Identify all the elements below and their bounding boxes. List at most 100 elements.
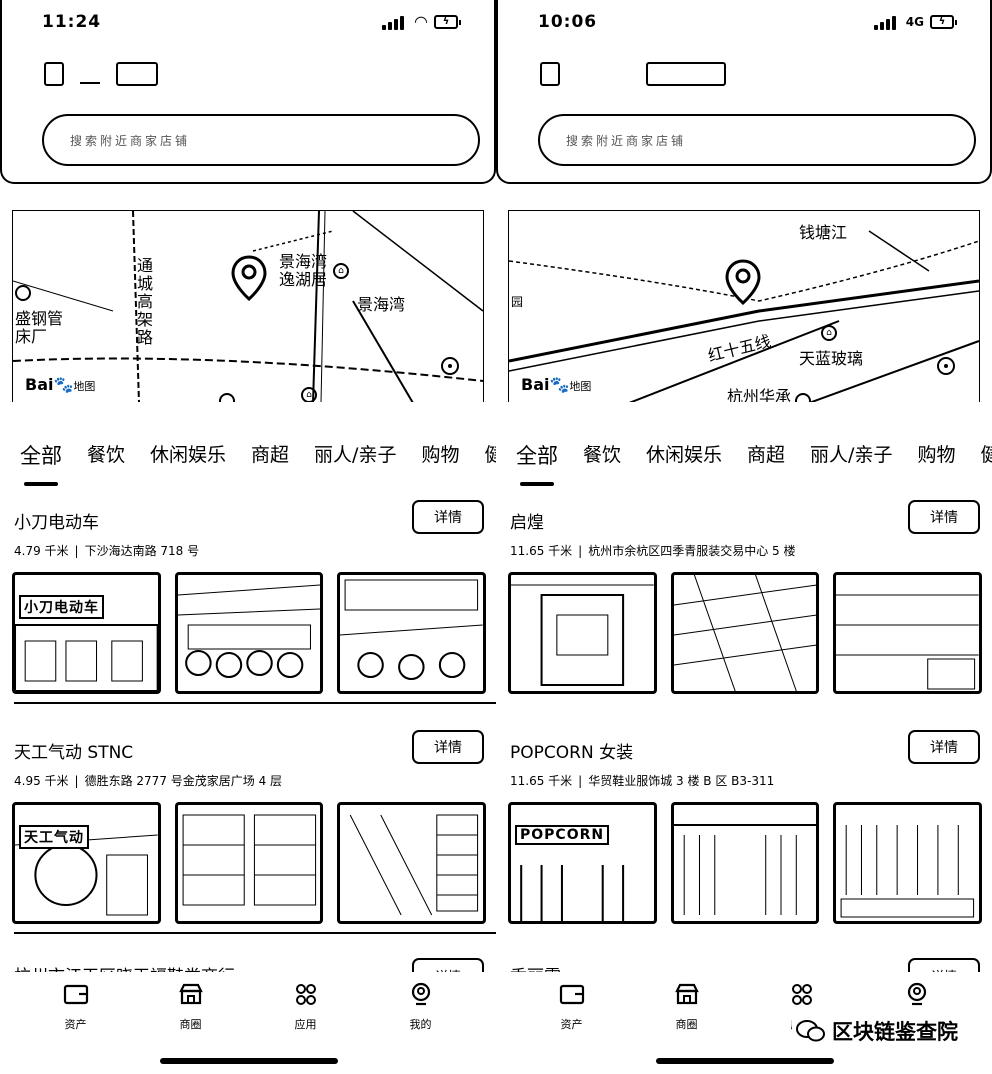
shop-photo[interactable] <box>337 572 487 694</box>
home-indicator[interactable] <box>656 1058 834 1064</box>
divider <box>14 932 496 934</box>
detail-button[interactable]: 详情 <box>908 730 980 764</box>
nav-business[interactable]: 商圈 <box>647 982 727 1032</box>
shop-photo[interactable] <box>508 572 657 694</box>
tab-beauty-family[interactable]: 丽人/亲子 <box>810 444 893 466</box>
shop-meta: 11.65 千米 | 杭州市余杭区四季青服装交易中心 5 楼 <box>510 544 796 558</box>
detail-button[interactable]: 详情 <box>908 500 980 534</box>
shop-card[interactable]: 启煌 详情 11.65 千米 | 杭州市余杭区四季青服装交易中心 5 楼 <box>496 500 992 710</box>
search-input[interactable]: 搜索附近商家店铺 <box>42 114 480 166</box>
storefront-sign: POPCORN <box>515 825 610 845</box>
shop-photo[interactable] <box>174 802 324 924</box>
shop-address: 华贸鞋业服饰城 3 楼 B 区 B3-311 <box>588 774 775 788</box>
profile-icon <box>907 982 926 1006</box>
battery-charging-icon: ϟ <box>434 15 461 29</box>
profile-icon <box>411 982 430 1006</box>
tab-all[interactable]: 全部 <box>516 440 558 486</box>
map-view[interactable]: 通城高架路 景海湾逸湖居 景海湾 盛钢管 床厂 ⌂ ⌂ Bai🐾地图 <box>12 210 484 402</box>
tab-supermarket[interactable]: 商超 <box>251 444 290 466</box>
nav-apps[interactable]: 应用 <box>266 982 346 1032</box>
location-pin-icon[interactable] <box>725 259 761 305</box>
phone-screen-right: 10:06 4G ϟ 搜索附近商家店铺 钱塘江 红十五线 天蓝玻璃 杭州华承 <box>496 0 992 1074</box>
baidu-map-logo: Bai🐾地图 <box>521 375 592 394</box>
shop-photo[interactable] <box>833 572 983 694</box>
poi-icon[interactable]: ⌂ <box>821 325 837 341</box>
search-input[interactable]: 搜索附近商家店铺 <box>538 114 976 166</box>
shop-card[interactable]: POPCORN 女装 详情 11.65 千米 | 华贸鞋业服饰城 3 楼 B 区 B… <box>496 730 992 940</box>
poi-icon[interactable]: ⌂ <box>301 387 317 402</box>
shop-photo[interactable]: 小刀电动车 <box>12 572 161 694</box>
shop-photos: POPCORN <box>508 802 983 924</box>
poi-icon[interactable] <box>795 393 811 402</box>
tab-all[interactable]: 全部 <box>20 440 62 486</box>
shop-photo[interactable]: POPCORN <box>508 802 657 924</box>
category-tabs: 全部 餐饮 休闲娱乐 商超 丽人/亲子 购物 健 <box>20 440 496 486</box>
map-label: 通城高架路 <box>134 257 153 347</box>
shop-distance: 4.79 千米 <box>14 544 69 558</box>
detail-button[interactable]: 详情 <box>412 500 484 534</box>
nav-business[interactable]: 商圈 <box>151 982 231 1032</box>
shop-address: 下沙海达南路 718 号 <box>84 544 200 558</box>
store-icon <box>178 983 203 1005</box>
poi-icon[interactable]: ⌂ <box>333 263 349 279</box>
tab-entertainment[interactable]: 休闲娱乐 <box>646 444 723 466</box>
map-label: 盛钢管 <box>15 309 64 328</box>
map-view[interactable]: 钱塘江 红十五线 天蓝玻璃 杭州华承 园 ⌂ Bai🐾地图 <box>508 210 980 402</box>
shop-distance: 11.65 千米 <box>510 774 573 788</box>
nav-assets[interactable]: 资产 <box>36 982 116 1032</box>
map-label: 床厂 <box>15 327 48 346</box>
shop-photos <box>508 572 983 694</box>
shop-photo[interactable]: 天工气动 <box>12 802 161 924</box>
nav-assets[interactable]: 资产 <box>532 982 612 1032</box>
search-placeholder: 搜索附近商家店铺 <box>70 134 191 148</box>
category-tabs: 全部 餐饮 休闲娱乐 商超 丽人/亲子 购物 健 <box>516 440 992 486</box>
wallet-icon <box>63 984 88 1005</box>
tab-shopping[interactable]: 购物 <box>421 444 460 466</box>
map-label: 杭州华承 <box>727 387 792 402</box>
tab-dining[interactable]: 餐饮 <box>583 444 622 466</box>
tab-health[interactable]: 健 <box>484 444 496 466</box>
shop-photo[interactable] <box>337 802 487 924</box>
map-label: 景海湾逸湖居 <box>279 252 328 289</box>
shop-name: 启煌 <box>510 513 544 533</box>
tab-health[interactable]: 健 <box>980 444 992 466</box>
shop-address: 杭州市余杭区四季青服装交易中心 5 楼 <box>588 544 796 558</box>
shop-photo[interactable] <box>833 802 983 924</box>
detail-button[interactable]: 详情 <box>412 730 484 764</box>
shop-meta: 4.79 千米 | 下沙海达南路 718 号 <box>14 544 200 558</box>
battery-charging-icon: ϟ <box>930 15 957 29</box>
storefront-sign: 天工气动 <box>19 825 89 849</box>
tab-beauty-family[interactable]: 丽人/亲子 <box>314 444 397 466</box>
tab-supermarket[interactable]: 商超 <box>747 444 786 466</box>
header-card: 10:06 4G ϟ 搜索附近商家店铺 <box>496 0 992 184</box>
storefront-sign: 小刀电动车 <box>19 595 104 619</box>
tab-shopping[interactable]: 购物 <box>917 444 956 466</box>
map-label: 天蓝玻璃 <box>799 349 864 368</box>
status-bar: 10:06 4G ϟ <box>498 8 990 36</box>
signal-icon <box>873 14 900 30</box>
poi-icon[interactable] <box>15 285 31 301</box>
poi-icon[interactable] <box>219 393 235 402</box>
shop-photos: 天工气动 <box>12 802 487 924</box>
redacted-title <box>540 62 726 86</box>
tab-entertainment[interactable]: 休闲娱乐 <box>150 444 227 466</box>
locate-icon[interactable] <box>441 357 459 375</box>
map-label: 园 <box>511 295 524 309</box>
shop-photo[interactable] <box>174 572 324 694</box>
bottom-nav: 资产 商圈 应用 我的 <box>0 972 496 1074</box>
shop-card[interactable]: 天工气动 STNC 详情 4.95 千米 | 德胜东路 2777 号金茂家居广场 4… <box>0 730 496 940</box>
status-time: 11:24 <box>42 12 102 32</box>
shop-photos: 小刀电动车 <box>12 572 487 694</box>
shop-photo[interactable] <box>670 802 820 924</box>
location-pin-icon[interactable] <box>231 255 267 301</box>
nav-profile[interactable]: 我的 <box>381 982 461 1032</box>
search-placeholder: 搜索附近商家店铺 <box>566 134 687 148</box>
shop-card[interactable]: 小刀电动车 详情 4.79 千米 | 下沙海达南路 718 号 小刀电动车 <box>0 500 496 710</box>
map-roads <box>509 230 979 402</box>
phone-screen-left: 11:24 ◠ ϟ 搜索附近商家店铺 通城高架路 景海湾 <box>0 0 496 1074</box>
shop-photo[interactable] <box>670 572 820 694</box>
locate-icon[interactable] <box>937 357 955 375</box>
home-indicator[interactable] <box>160 1058 338 1064</box>
tab-dining[interactable]: 餐饮 <box>87 444 126 466</box>
signal-icon <box>382 14 408 30</box>
